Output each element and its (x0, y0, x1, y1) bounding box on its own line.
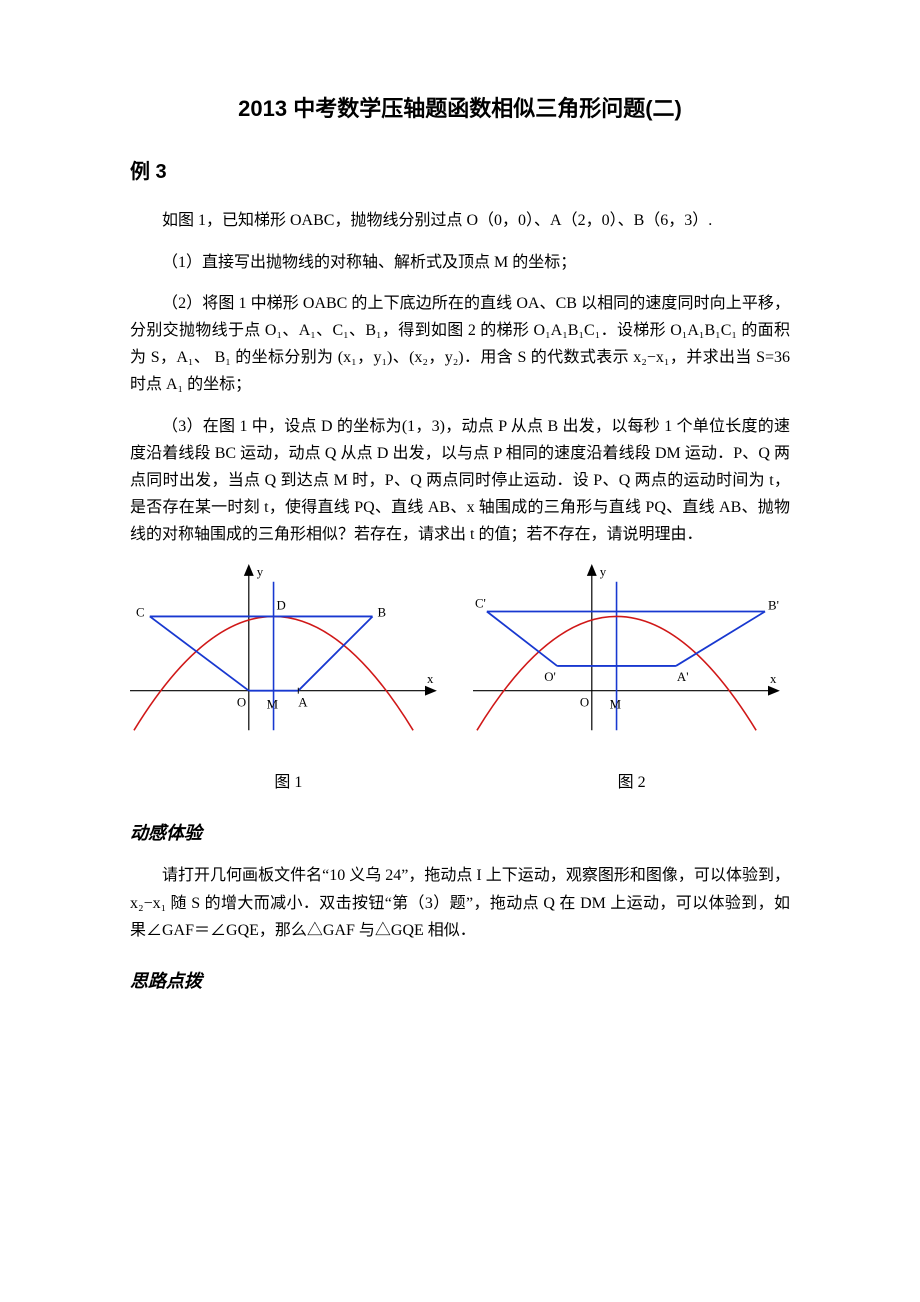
y-axis-arrow (587, 564, 597, 576)
figure-labels-row: 图 1 图 2 (130, 769, 790, 796)
label-M: M (267, 698, 279, 712)
x-axis-arrow (425, 686, 437, 696)
label-Cp: C' (475, 597, 486, 611)
label-y: y (600, 565, 607, 579)
label-B: B (377, 606, 386, 620)
figure-2-label: 图 2 (473, 769, 790, 796)
figure-2-svg: O O' A' B' C' M y x (473, 562, 790, 740)
x-axis-arrow (768, 686, 780, 696)
label-O: O (580, 696, 589, 710)
figure-1: O A B C D M y x (130, 562, 447, 740)
label-y: y (257, 565, 264, 579)
edge-CO (150, 617, 249, 691)
label-M: M (610, 698, 622, 712)
figure-1-label: 图 1 (130, 769, 447, 796)
label-x: x (427, 672, 434, 686)
dynamic-experience-paragraph: 请打开几何画板文件名“10 义乌 24”，拖动点 I 上下运动，观察图形和图像，… (130, 862, 790, 944)
label-Bp: B' (768, 599, 779, 613)
figure-2: O O' A' B' C' M y x (473, 562, 790, 740)
edge-AB (298, 617, 372, 691)
question-2: （2）将图 1 中梯形 OABC 的上下底边所在的直线 OA、CB 以相同的速度… (130, 290, 790, 399)
edge-ApBp (676, 612, 765, 666)
example-label: 例 3 (130, 155, 790, 189)
label-Ap: A' (677, 670, 689, 684)
edge-CpOp (487, 612, 557, 666)
label-A: A (298, 696, 308, 710)
label-x: x (770, 672, 777, 686)
figure-1-svg: O A B C D M y x (130, 562, 447, 740)
intro-paragraph: 如图 1，已知梯形 OABC，抛物线分别过点 O（0，0）、A（2，0）、B（6… (130, 207, 790, 234)
section-dynamic-experience: 动感体验 (130, 818, 790, 849)
figures-row: O A B C D M y x O O' (130, 562, 790, 740)
label-O: O (237, 696, 246, 710)
question-3: （3）在图 1 中，设点 D 的坐标为(1，3)，动点 P 从点 B 出发，以每… (130, 413, 790, 549)
y-axis-arrow (244, 564, 254, 576)
page-title: 2013 中考数学压轴题函数相似三角形问题(二) (130, 90, 790, 127)
section-thinking-hints: 思路点拨 (130, 966, 790, 997)
label-C: C (136, 606, 145, 620)
question-1: （1）直接写出抛物线的对称轴、解析式及顶点 M 的坐标； (130, 249, 790, 276)
label-Op: O' (544, 670, 556, 684)
label-D: D (277, 599, 286, 613)
